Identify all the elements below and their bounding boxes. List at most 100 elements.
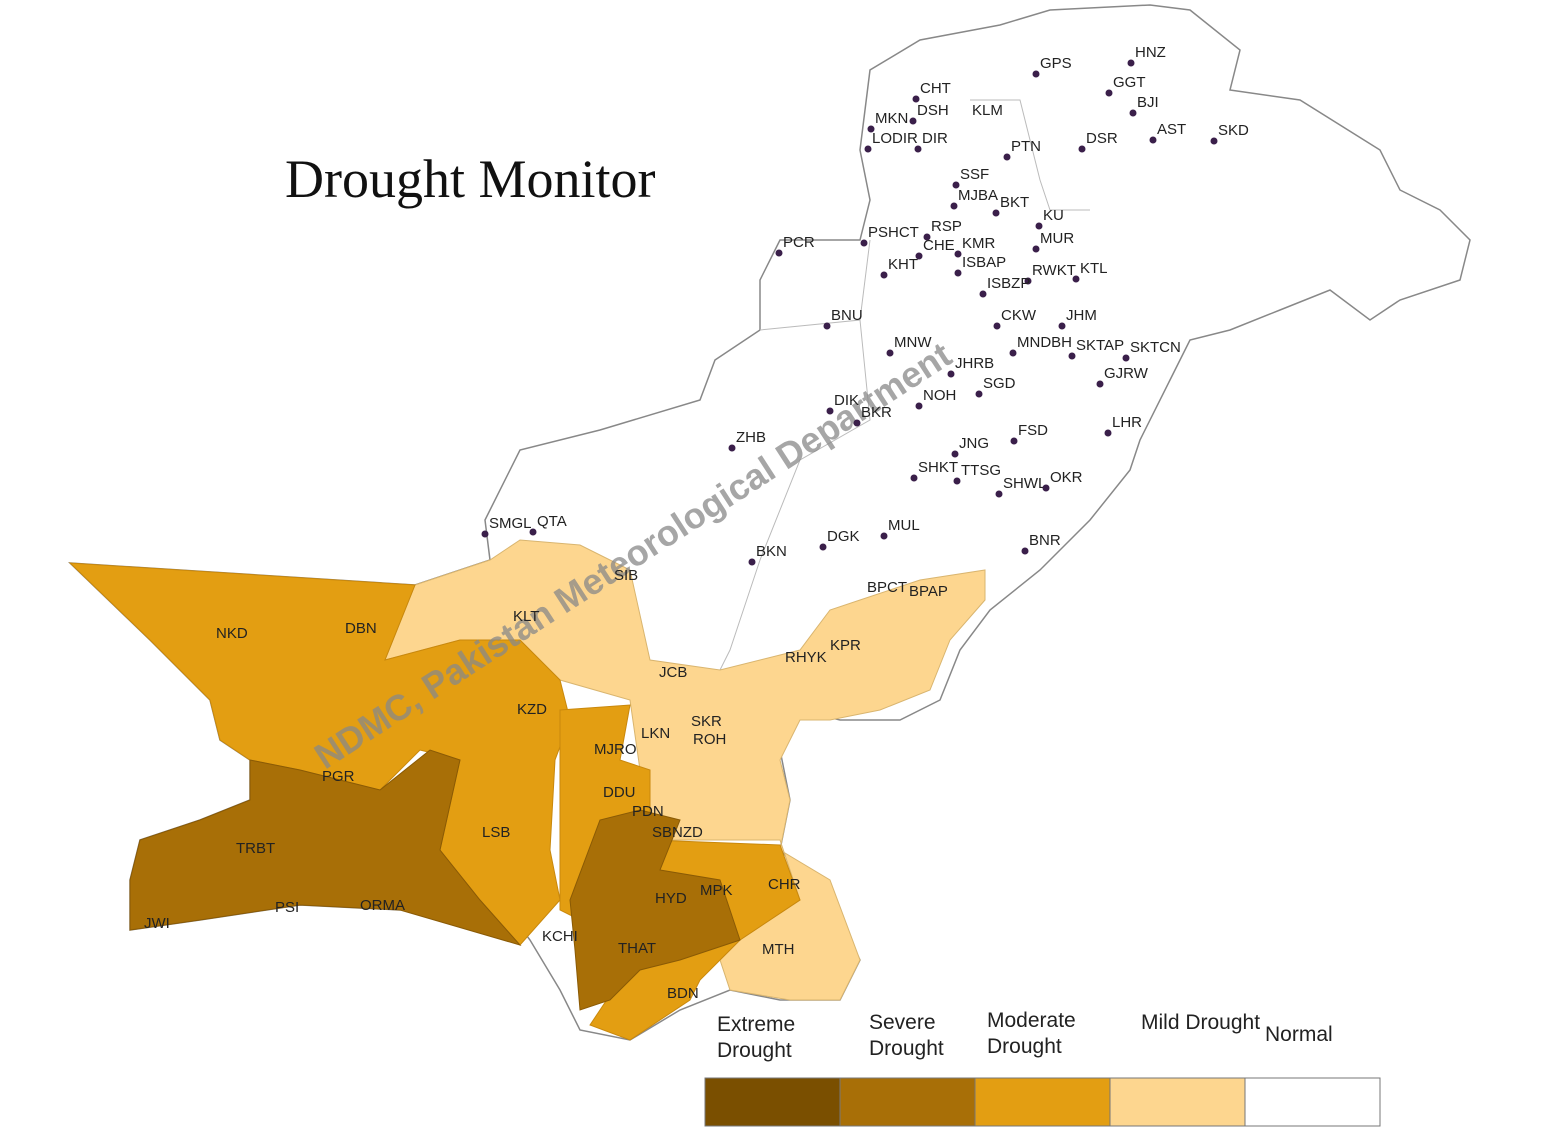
station-dot	[923, 233, 931, 241]
station-dot	[914, 145, 922, 153]
station-dot	[1129, 109, 1137, 117]
station-dot	[1032, 245, 1040, 253]
station-label: PCR	[783, 234, 815, 251]
station-label: THAT	[618, 940, 656, 957]
station-dot	[860, 239, 868, 247]
station-label: OKR	[1050, 469, 1083, 486]
station-label: BDN	[667, 985, 699, 1002]
station-label: BNU	[831, 307, 863, 324]
station-label: NOH	[923, 387, 956, 404]
station-dot	[975, 390, 983, 398]
legend-swatch	[839, 1077, 976, 1127]
station-label: SKD	[1218, 122, 1249, 139]
station-dot	[775, 249, 783, 257]
station-label: LSB	[482, 824, 510, 841]
station-dot	[1024, 277, 1032, 285]
station-label: PDN	[632, 803, 664, 820]
station-label: RWKT	[1032, 262, 1076, 279]
station-dot	[1104, 429, 1112, 437]
station-label: KPR	[830, 637, 861, 654]
station-dot	[947, 370, 955, 378]
station-label: CHT	[920, 80, 951, 97]
station-label: BKN	[756, 543, 787, 560]
station-label: PSHCT	[868, 224, 919, 241]
station-label: BNR	[1029, 532, 1061, 549]
station-label: ISBAP	[962, 254, 1006, 271]
station-dot	[992, 209, 1000, 217]
station-label: TTSG	[961, 462, 1001, 479]
station-dot	[748, 558, 756, 566]
station-label: FSD	[1018, 422, 1048, 439]
station-label: ZHB	[736, 429, 766, 446]
legend-label: Moderate Drought	[987, 1009, 1076, 1058]
station-dot	[1021, 547, 1029, 555]
legend-label: Extreme Drought	[717, 1013, 796, 1062]
station-label: DIK	[834, 392, 859, 409]
station-dot	[728, 444, 736, 452]
station-dot	[1096, 380, 1104, 388]
station-label: AST	[1157, 121, 1186, 138]
legend-label: Severe Drought	[869, 1011, 944, 1060]
station-label: BPAP	[909, 583, 948, 600]
legend-label: Normal	[1265, 1023, 1333, 1046]
station-label: MNDBH	[1017, 334, 1072, 351]
station-label: LODIR	[872, 130, 918, 147]
station-dot	[880, 532, 888, 540]
station-label: KU	[1043, 207, 1064, 224]
station-dot	[1210, 137, 1218, 145]
station-dot	[1035, 222, 1043, 230]
station-label: CHE	[923, 237, 955, 254]
station-dot	[1068, 352, 1076, 360]
station-label: HYD	[655, 890, 687, 907]
station-label: DBN	[345, 620, 377, 637]
station-label: BPCT	[867, 579, 907, 596]
station-label: SKTAP	[1076, 337, 1124, 354]
station-label: DSH	[917, 102, 949, 119]
station-label: JWI	[144, 915, 170, 932]
station-label: SGD	[983, 375, 1016, 392]
legend-swatch	[1109, 1077, 1246, 1127]
station-label: KLM	[972, 102, 1003, 119]
legend-swatch	[974, 1077, 1111, 1127]
station-label: ROH	[693, 731, 726, 748]
station-dot	[823, 322, 831, 330]
station-label: QTA	[537, 513, 567, 530]
station-dot	[1003, 153, 1011, 161]
station-label: BKT	[1000, 194, 1029, 211]
station-dot	[915, 402, 923, 410]
station-dot	[951, 450, 959, 458]
station-label: KZD	[517, 701, 547, 718]
province-border	[719, 319, 871, 671]
station-dot	[1149, 136, 1157, 144]
station-label: MNW	[894, 334, 932, 351]
station-dot	[979, 290, 987, 298]
station-label: MKN	[875, 110, 908, 127]
station-dot	[481, 530, 489, 538]
station-label: SSF	[960, 166, 989, 183]
station-dot	[953, 477, 961, 485]
station-label: JCB	[659, 664, 687, 681]
station-dot	[952, 181, 960, 189]
station-dot	[886, 349, 894, 357]
station-dot	[1078, 145, 1086, 153]
station-dot	[915, 252, 923, 260]
station-label: JNG	[959, 435, 989, 452]
station-dot	[909, 117, 917, 125]
station-label: SIB	[614, 567, 638, 584]
station-label: RSP	[931, 218, 962, 235]
station-label: TRBT	[236, 840, 275, 857]
map-title: Drought Monitor	[285, 149, 656, 209]
station-label: DDU	[603, 784, 636, 801]
station-label: NKD	[216, 625, 248, 642]
station-label: KHT	[888, 256, 918, 273]
legend-swatch	[1244, 1077, 1381, 1127]
station-label: DIR	[922, 130, 948, 147]
station-label: JHRB	[955, 355, 994, 372]
station-dot	[867, 125, 875, 133]
severe-region	[129, 749, 522, 946]
station-label: ORMA	[360, 897, 405, 914]
station-label: SKTCN	[1130, 339, 1181, 356]
station-label: ISBZP	[987, 275, 1030, 292]
station-dot	[954, 250, 962, 258]
